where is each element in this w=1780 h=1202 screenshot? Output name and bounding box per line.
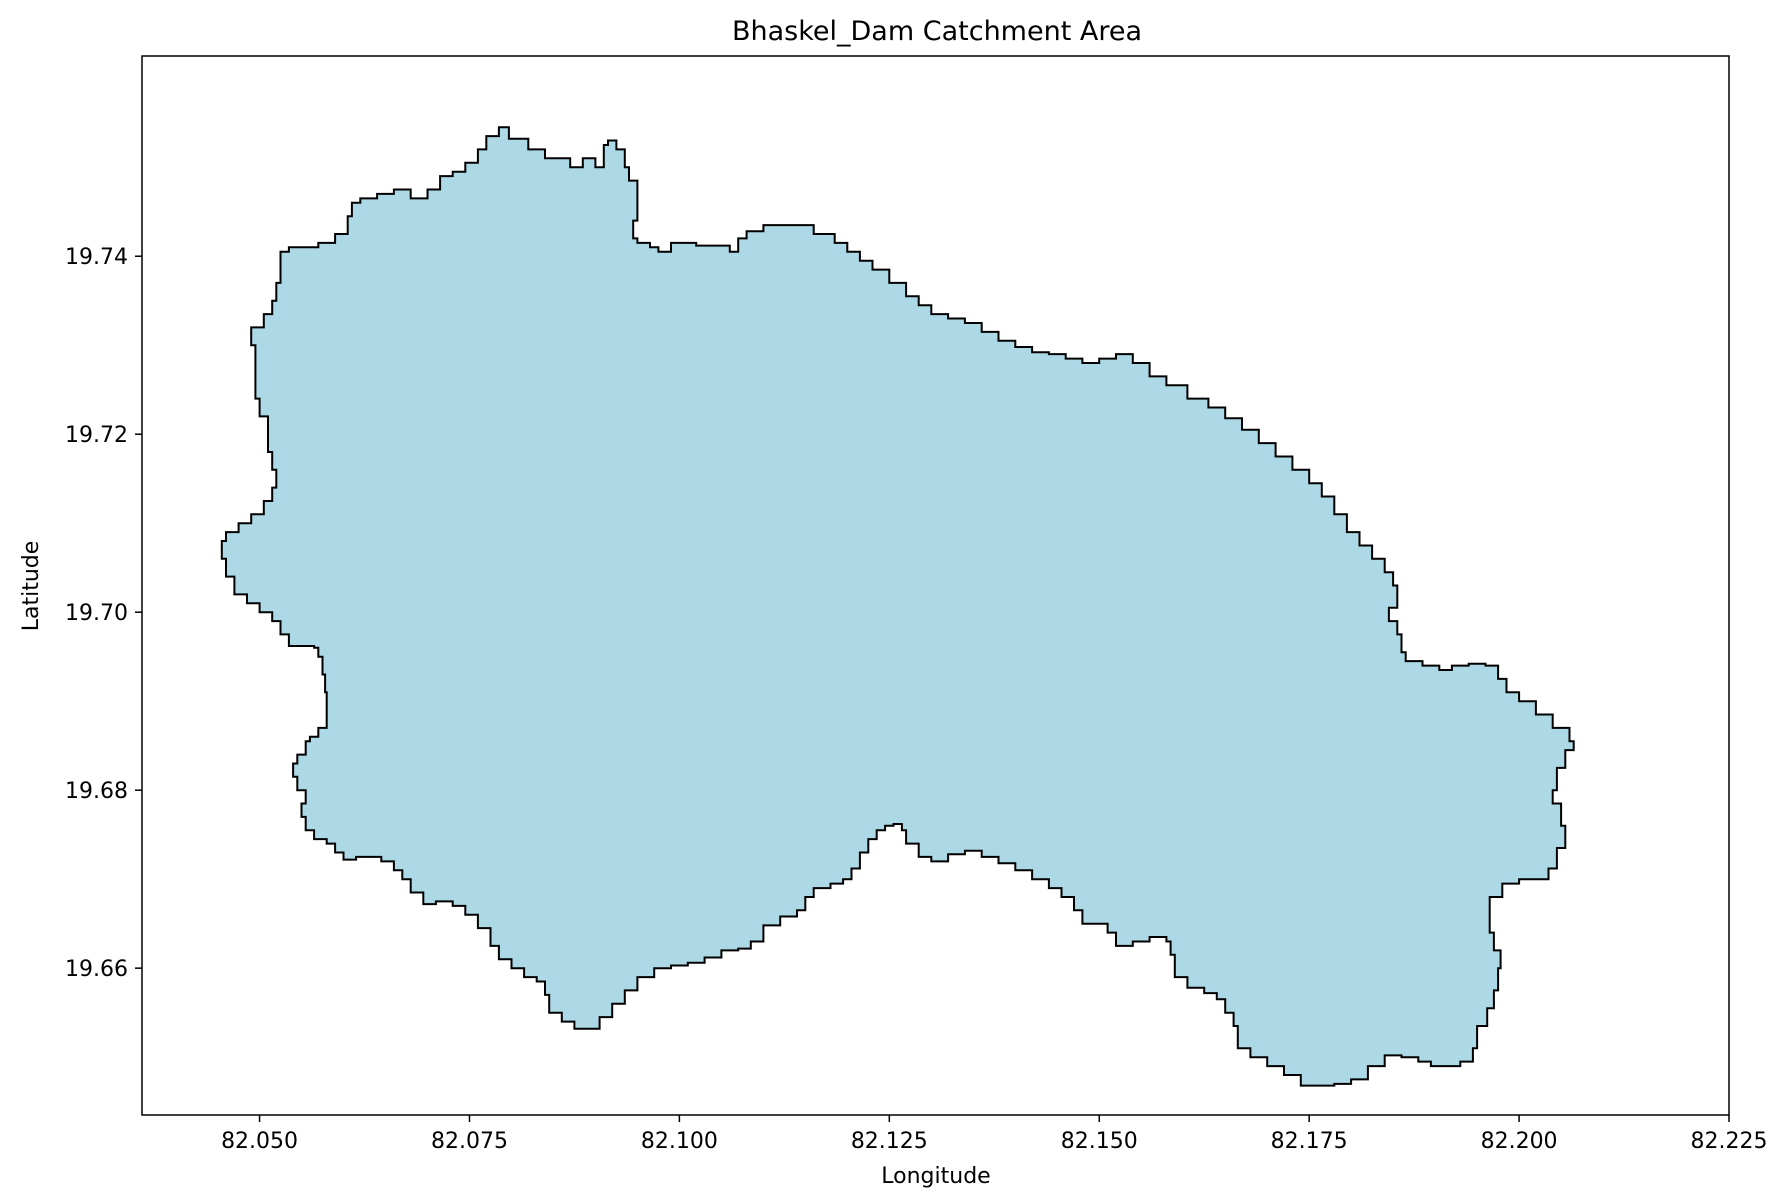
x-tick-label: 82.125 bbox=[851, 1129, 928, 1154]
x-tick-label: 82.050 bbox=[221, 1129, 298, 1154]
x-axis-label: Longitude bbox=[881, 1164, 990, 1189]
x-tick-label: 82.225 bbox=[1691, 1129, 1768, 1154]
chart-title: Bhaskel_Dam Catchment Area bbox=[732, 16, 1142, 47]
x-tick-label: 82.200 bbox=[1481, 1129, 1558, 1154]
y-tick-label: 19.70 bbox=[65, 601, 128, 626]
x-tick-label: 82.175 bbox=[1271, 1129, 1348, 1154]
y-tick-label: 19.66 bbox=[65, 957, 128, 982]
x-tick-label: 82.075 bbox=[431, 1129, 508, 1154]
x-axis-ticks: 82.050 82.075 82.100 82.125 82.150 82.175 82.2… bbox=[221, 1115, 1767, 1154]
y-tick-label: 19.68 bbox=[65, 779, 128, 804]
y-axis-label: Latitude bbox=[19, 541, 44, 632]
x-tick-label: 82.100 bbox=[641, 1129, 718, 1154]
plot-frame bbox=[141, 55, 1730, 1116]
y-tick-label: 19.72 bbox=[65, 423, 128, 448]
y-axis-ticks: 19.66 19.68 19.70 19.72 19.74 bbox=[65, 245, 142, 982]
catchment-layer bbox=[220, 126, 1575, 1087]
x-tick-label: 82.150 bbox=[1061, 1129, 1138, 1154]
catchment-polygon bbox=[220, 126, 1575, 1087]
y-tick-label: 19.74 bbox=[65, 245, 128, 270]
